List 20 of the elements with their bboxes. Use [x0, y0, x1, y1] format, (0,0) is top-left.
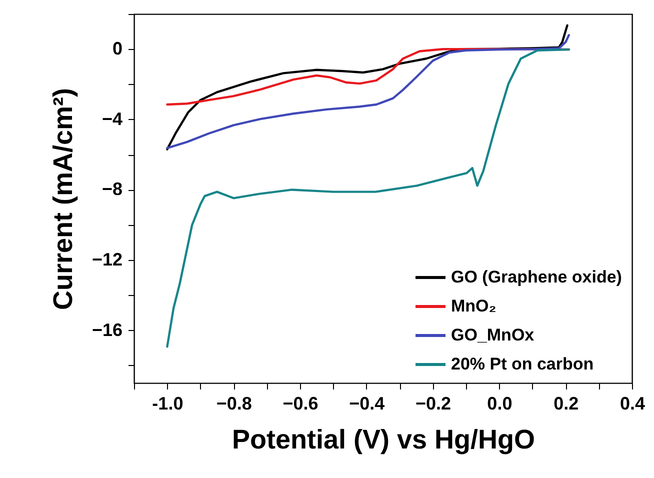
- y-tick-label: −4: [102, 108, 122, 129]
- x-tick-label: −0.2: [416, 394, 452, 414]
- x-tick-label: -1.0: [152, 394, 184, 414]
- x-tick-label: 0.0: [487, 394, 512, 414]
- x-tick-label: −0.8: [216, 394, 252, 414]
- legend-label: GO_MnOx: [451, 326, 535, 344]
- x-tick-label: −0.4: [349, 394, 385, 414]
- legend-label: 20% Pt on carbon: [451, 354, 594, 374]
- y-tick-label: −16: [92, 320, 122, 340]
- y-tick-label: 0: [112, 38, 122, 59]
- y-axis-title: Current (mA/cm²): [48, 88, 78, 310]
- x-tick-label: 0.2: [554, 394, 579, 414]
- legend-label: MnO₂: [451, 296, 496, 316]
- line-series: [166, 48, 570, 348]
- x-tick-label: −0.6: [282, 394, 318, 414]
- x-axis-title: Potential (V) vs Hg/HgO: [232, 424, 536, 454]
- legend-label: GO (Graphene oxide): [451, 268, 622, 286]
- x-tick-label: 0.4: [620, 394, 646, 414]
- y-tick-label: −12: [92, 250, 122, 270]
- y-tick-label: −8: [102, 179, 122, 200]
